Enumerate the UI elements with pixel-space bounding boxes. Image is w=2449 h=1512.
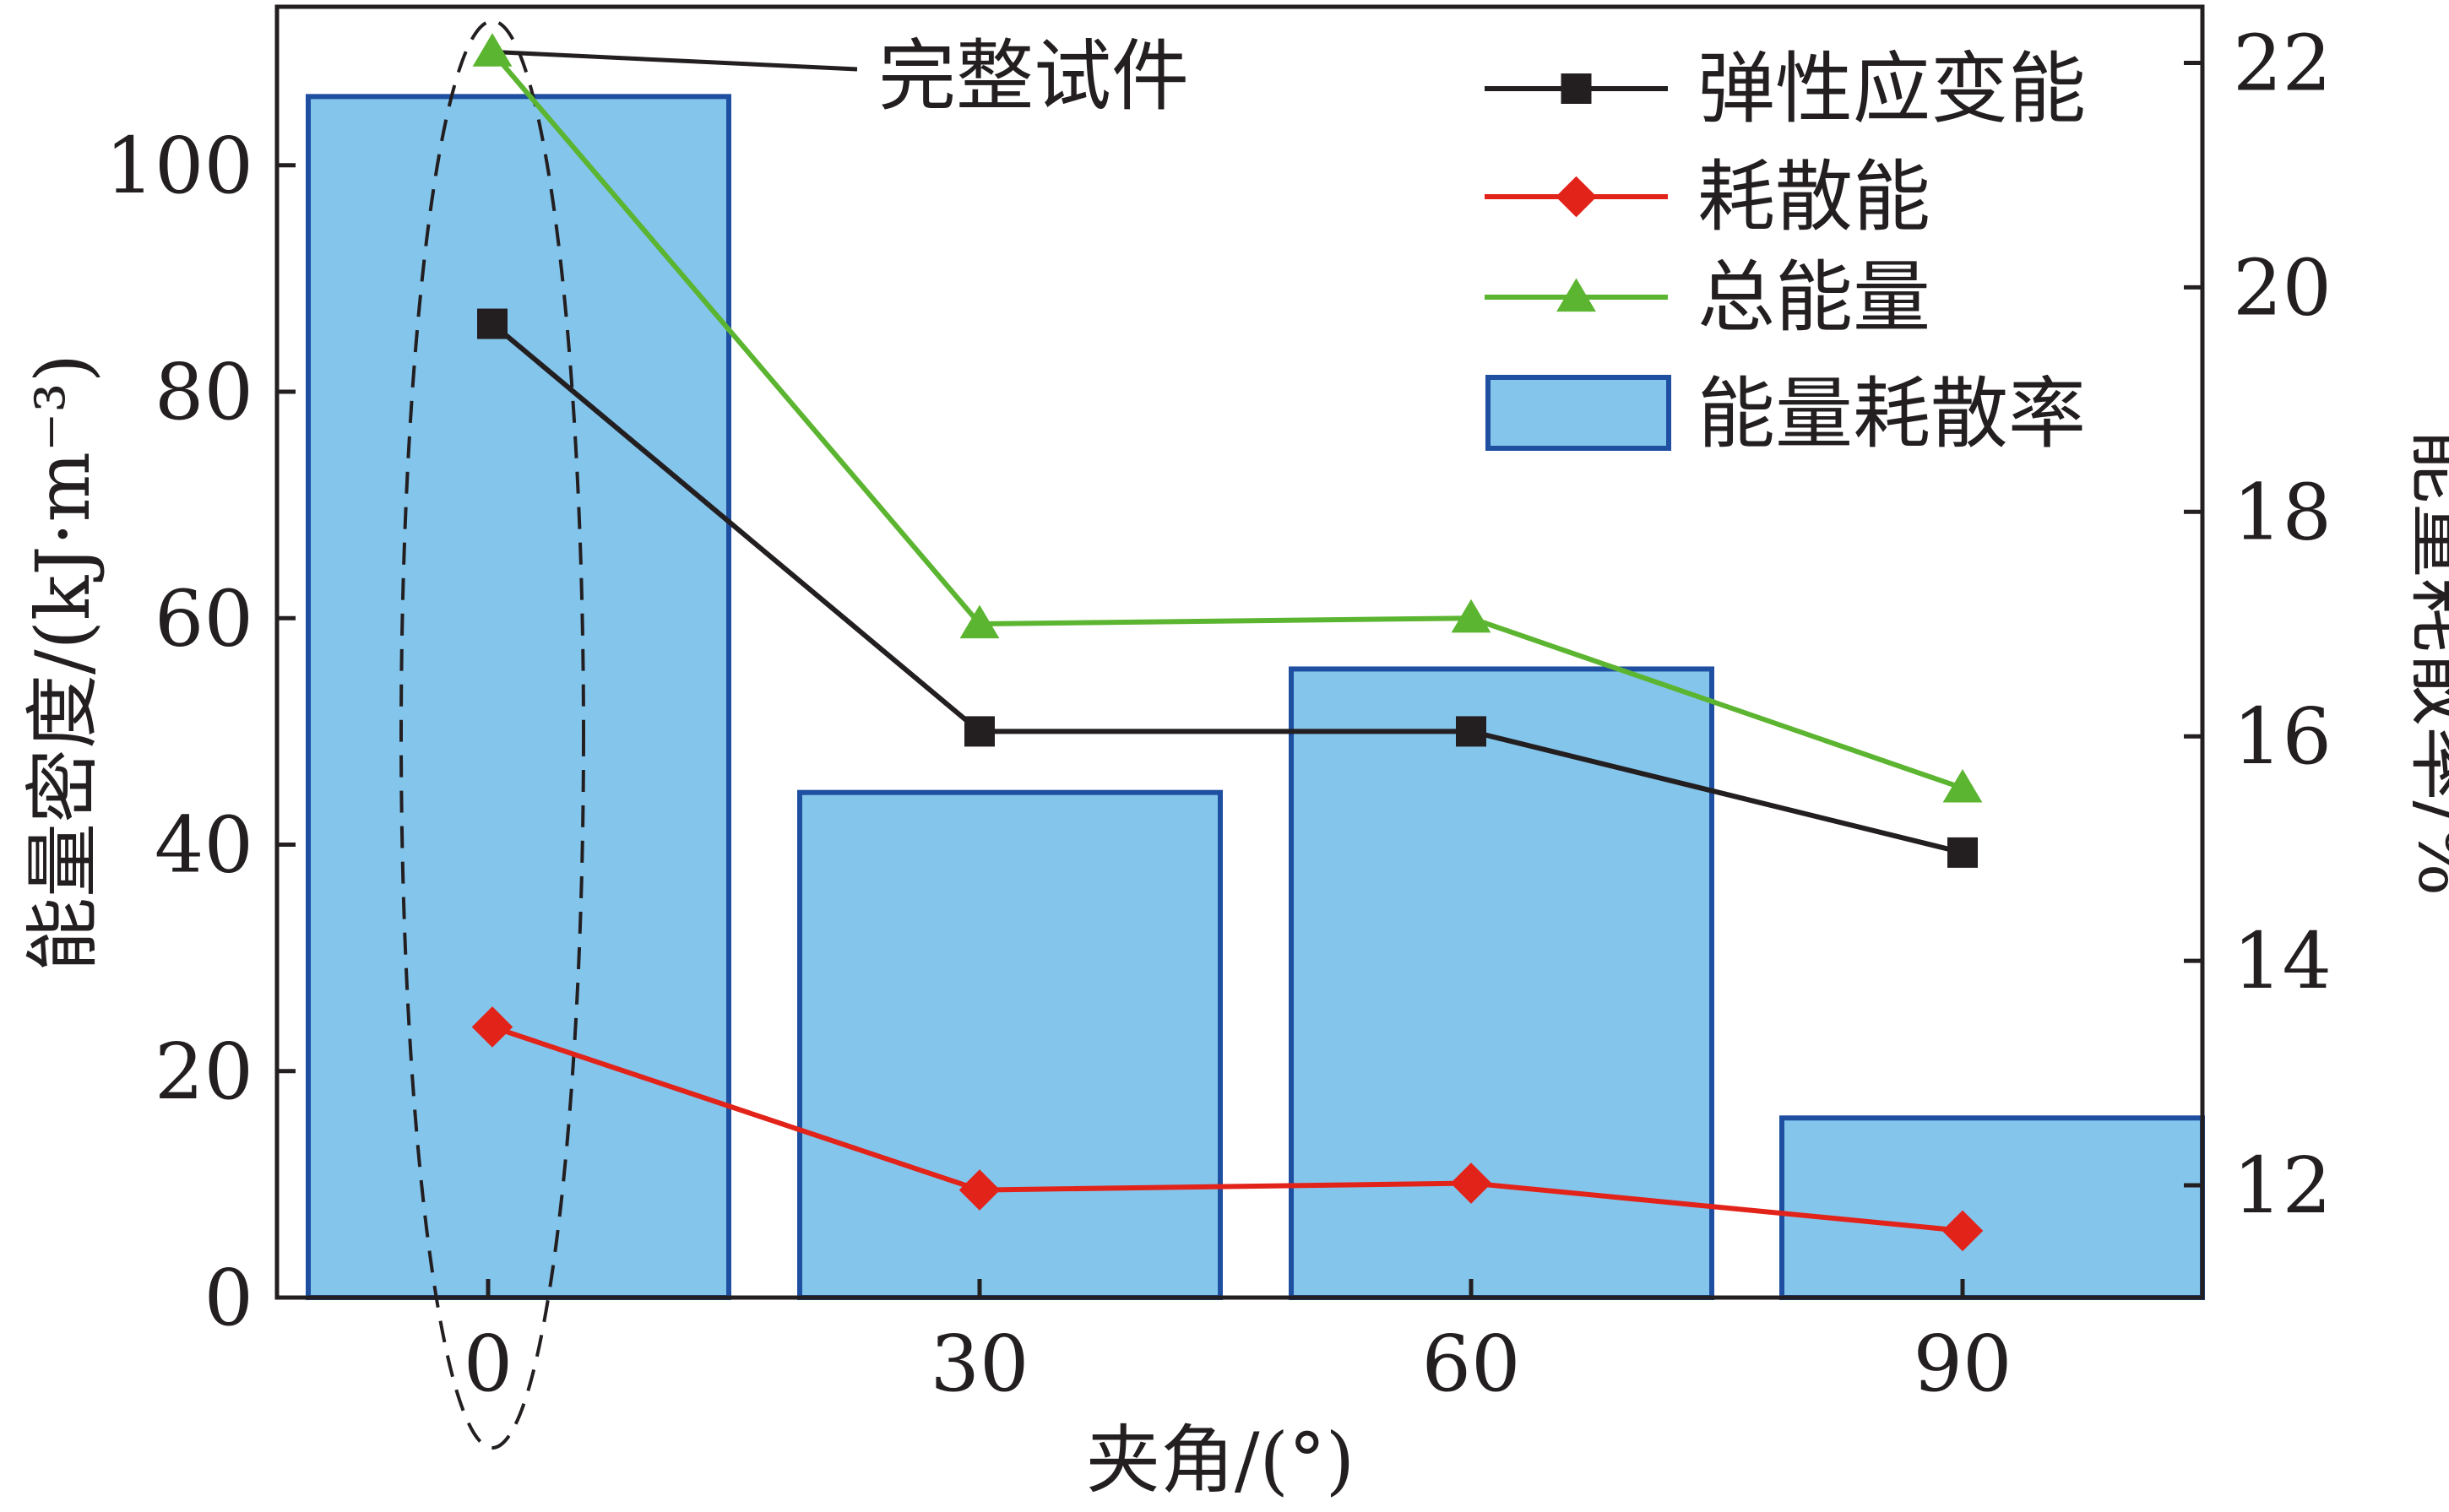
series-line-0 [491,322,1963,855]
series-layer [471,33,1984,1252]
series-2-point-90 [1942,768,1983,803]
legend-marker-1 [1556,176,1597,218]
legend-label-1: 耗散能 [1697,152,1930,242]
y-right-tick-label: 20 [2233,242,2332,333]
y-axis-title-right: 能量耗散率/% [2402,429,2449,896]
legend-label-0: 弹性应变能 [1697,44,2086,134]
legend-label-2: 总能量 [1697,252,1930,343]
bar-0 [306,94,731,1300]
bar-90 [1779,1115,2205,1300]
series-2-point-60 [1451,599,1491,633]
legend-marker-2 [1556,278,1596,312]
series-line-1 [491,1024,1963,1233]
bar-30 [797,789,1223,1300]
y-left-tick-label: 40 [155,800,253,891]
x-tick-label: 90 [1913,1319,2012,1409]
plot-border [274,4,2205,1300]
series-1-point-90 [1941,1210,1984,1252]
annotation-ellipse [399,19,585,1450]
x-axis-title: 夹角/(°) [1086,1417,1355,1504]
x-tick-label: 30 [930,1319,1029,1409]
axis-titles: 夹角/(°) 能量密度/(kJ·m⁻³) 能量耗散率/% [19,354,2449,1504]
series-0-point-0 [477,308,508,339]
annotation-label: 完整试件 [878,31,1189,122]
y-left-tick-label: 60 [155,573,253,664]
series-1-point-30 [958,1169,1001,1211]
y-left-tick-label: 20 [155,1027,253,1117]
bar-60 [1289,666,1714,1300]
bars-layer [306,94,2205,1300]
axis-ticks: 0 20 40 60 80 100 12 14 16 18 20 22 0 30 60 90 [105,18,2332,1409]
y-right-tick-label: 18 [2233,467,2332,557]
series-line-2 [490,50,1963,791]
series-2-point-0 [472,33,513,67]
series-1-point-60 [1450,1162,1492,1204]
y-left-tick-label: 80 [155,347,253,437]
series-2-point-30 [959,604,1000,639]
series-0-point-30 [964,716,995,747]
plot-frame [274,4,2205,1300]
legend-marker-0 [1561,73,1592,104]
y-left-tick-label: 0 [204,1253,253,1343]
series-0-point-90 [1947,837,1978,868]
legend-swatch-bars [1485,375,1671,451]
y-left-tick-label: 100 [105,121,253,211]
y-right-tick-label: 14 [2233,916,2332,1006]
legend-label-bars: 能量耗散率 [1697,369,2086,459]
y-axis-title-left: 能量密度/(kJ·m⁻³) [19,354,106,972]
y-right-tick-label: 22 [2233,18,2332,108]
series-0-point-60 [1456,716,1486,747]
y-right-tick-label: 16 [2233,691,2332,782]
x-tick-label: 0 [464,1319,513,1409]
x-tick-label: 60 [1421,1319,1520,1409]
annotation-layer: 完整试件 [399,19,1189,1450]
series-1-point-0 [471,1006,513,1048]
annotation-leader-line [496,50,858,72]
y-right-tick-label: 12 [2233,1141,2332,1231]
